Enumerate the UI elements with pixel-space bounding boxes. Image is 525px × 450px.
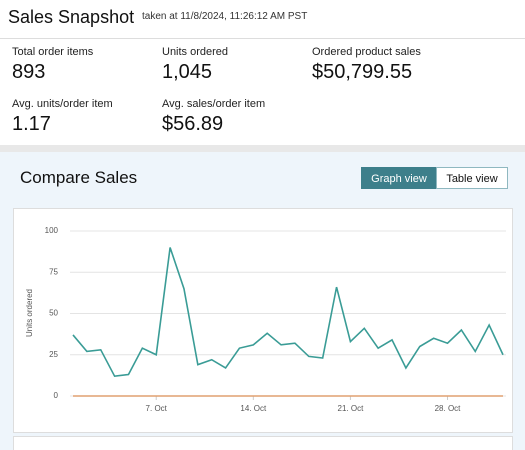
metric-label: Units ordered <box>162 46 229 58</box>
metric-value: 893 <box>12 61 46 83</box>
metric-value: 1.17 <box>12 113 51 135</box>
chart-box <box>13 208 513 433</box>
metric-label: Ordered product sales <box>312 46 421 58</box>
compare-title: Compare Sales <box>20 168 138 187</box>
x-tick-label: 28. Oct <box>435 404 462 413</box>
y-axis-title: Units ordered <box>25 289 34 337</box>
metric-label: Avg. units/order item <box>12 98 113 110</box>
metric-value: $50,799.55 <box>312 61 413 83</box>
y-tick-label: 25 <box>49 350 58 359</box>
metric-value: 1,045 <box>162 61 213 83</box>
metric-value: $56.89 <box>162 113 224 135</box>
series-line <box>72 247 504 378</box>
y-tick-label: 50 <box>49 309 58 318</box>
y-tick-label: 75 <box>49 267 58 276</box>
next-box <box>13 436 513 450</box>
metric-label: Total order items <box>12 46 94 58</box>
x-tick-label: 7. Oct <box>146 404 168 413</box>
header-bar <box>0 0 525 39</box>
chart: Units ordered 0 25 50 75 100 7. Oct 14. Oct 21.… <box>13 208 513 450</box>
divider <box>0 145 525 152</box>
x-tick-label: 21. Oct <box>338 404 365 413</box>
y-tick-label: 100 <box>45 226 59 235</box>
page-title: Sales Snapshot <box>8 7 135 27</box>
table-view-button[interactable]: Table view <box>436 167 508 189</box>
timestamp: taken at 11/8/2024, 11:26:12 AM PST <box>142 11 308 22</box>
x-tick-label: 14. Oct <box>240 404 267 413</box>
y-tick-label: 0 <box>54 391 59 400</box>
metric-label: Avg. sales/order item <box>162 98 266 110</box>
graph-view-button[interactable]: Graph view <box>361 167 437 189</box>
